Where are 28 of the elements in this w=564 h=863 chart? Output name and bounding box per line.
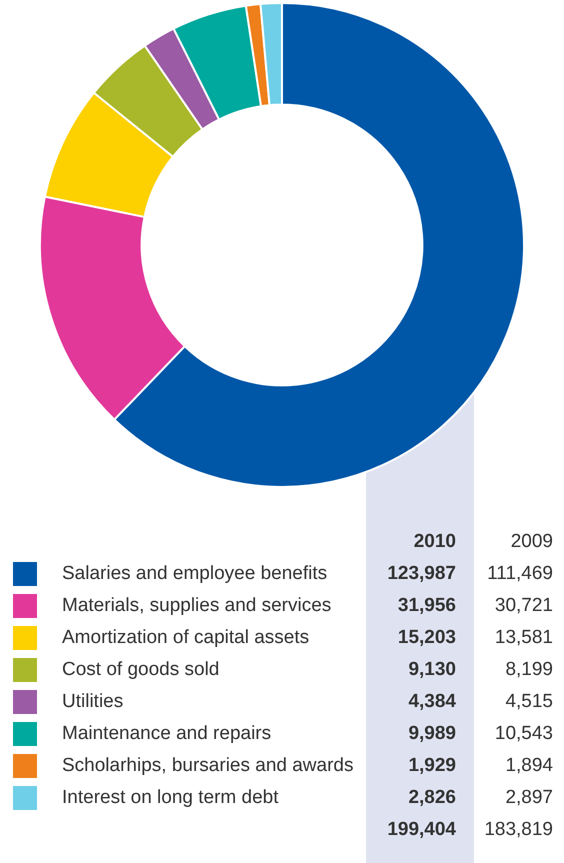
legend-label: Cost of goods sold xyxy=(62,658,220,682)
text: 30,721 xyxy=(494,594,553,618)
data-label: 123,987 xyxy=(387,562,456,586)
legend-label: Interest on long term debt xyxy=(62,786,279,810)
legend-label: Utilities xyxy=(62,690,124,714)
data-label: 1,929 xyxy=(408,754,456,778)
slice-label: 2010 xyxy=(414,530,456,554)
text: 111,469 xyxy=(487,562,553,586)
data-label: 9,130 xyxy=(408,658,456,682)
data-label: 2,826 xyxy=(408,786,456,810)
text: 2009 xyxy=(510,530,553,554)
data-label: 9,989 xyxy=(408,722,456,746)
data-label: 31,956 xyxy=(398,594,456,618)
legend-label: Scholarhips, bursaries and awards xyxy=(62,754,354,778)
legend-label: Materials, supplies and services xyxy=(62,594,332,618)
text: 13,581 xyxy=(494,626,553,650)
text: 8,199 xyxy=(505,658,553,682)
text: 183,819 xyxy=(484,818,553,842)
text: 4,515 xyxy=(505,690,553,714)
text: 10,543 xyxy=(494,722,553,746)
legend-label: Maintenance and repairs xyxy=(62,722,272,746)
legend-label: Amortization of capital assets xyxy=(62,626,310,650)
data-label: 4,384 xyxy=(408,690,456,714)
data-label: 15,203 xyxy=(398,626,456,650)
text: 199,404 xyxy=(387,819,456,840)
legend-label: Salaries and employee benefits xyxy=(62,562,328,586)
text: 1,894 xyxy=(505,754,553,778)
text: 2,897 xyxy=(505,786,553,810)
